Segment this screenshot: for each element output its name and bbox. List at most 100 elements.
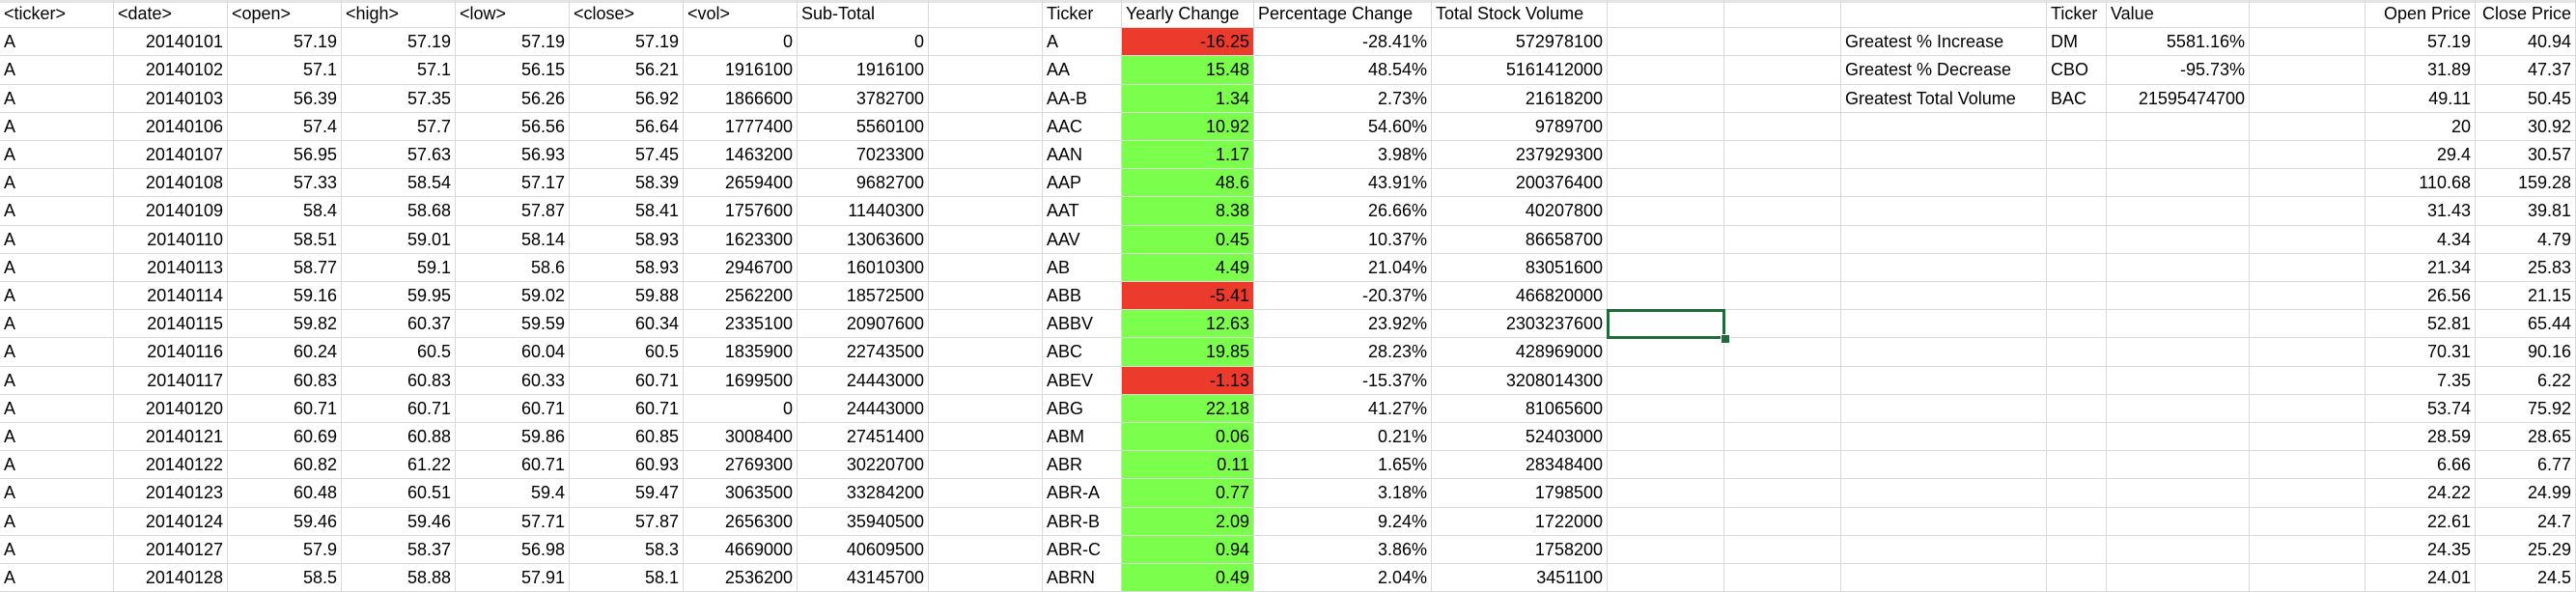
data-cell[interactable]: 58.41 bbox=[570, 197, 684, 226]
data-cell[interactable]: 1777400 bbox=[684, 112, 798, 141]
data-cell[interactable]: 58.3 bbox=[570, 535, 684, 564]
data-cell[interactable]: 0 bbox=[798, 28, 929, 57]
data-cell[interactable]: 58.88 bbox=[342, 564, 456, 592]
empty-cell[interactable] bbox=[2107, 169, 2250, 198]
greatest-value[interactable]: 5581.16% bbox=[2107, 28, 2250, 57]
greatest-label[interactable]: Greatest Total Volume bbox=[1841, 84, 2047, 113]
data-cell[interactable]: 57.19 bbox=[228, 28, 342, 57]
data-cell[interactable]: 24443000 bbox=[798, 366, 929, 395]
summary-cell[interactable]: AB bbox=[1043, 253, 1122, 282]
empty-cell[interactable] bbox=[1724, 451, 1841, 480]
yearly-change-cell[interactable]: -1.13 bbox=[1122, 366, 1254, 395]
yearly-change-cell[interactable]: 48.6 bbox=[1122, 169, 1254, 198]
data-cell[interactable]: 57.1 bbox=[342, 56, 456, 85]
summary-cell[interactable]: 200376400 bbox=[1432, 169, 1608, 198]
data-cell[interactable]: 2536200 bbox=[684, 564, 798, 592]
data-cell[interactable]: 57.4 bbox=[228, 112, 342, 141]
empty-cell[interactable] bbox=[2107, 507, 2250, 536]
yearly-change-cell[interactable]: 0.94 bbox=[1122, 535, 1254, 564]
data-cell[interactable]: 57.63 bbox=[342, 141, 456, 170]
summary-cell[interactable]: ABBV bbox=[1043, 310, 1122, 339]
price-cell[interactable]: 75.92 bbox=[2476, 394, 2576, 423]
summary-cell[interactable]: 2303237600 bbox=[1432, 310, 1608, 339]
empty-cell[interactable] bbox=[2107, 310, 2250, 339]
price-cell[interactable]: 47.37 bbox=[2476, 56, 2576, 85]
data-cell[interactable]: 20140109 bbox=[114, 197, 228, 226]
price-cell[interactable]: 40.94 bbox=[2476, 28, 2576, 57]
empty-cell[interactable] bbox=[1608, 564, 1724, 592]
empty-cell[interactable] bbox=[929, 310, 1043, 339]
empty-cell[interactable] bbox=[1608, 338, 1724, 367]
yearly-change-cell[interactable]: 10.92 bbox=[1122, 112, 1254, 141]
summary-cell[interactable]: 572978100 bbox=[1432, 28, 1608, 57]
summary-cell[interactable]: AAV bbox=[1043, 225, 1122, 254]
price-cell[interactable]: 4.79 bbox=[2476, 225, 2576, 254]
empty-cell[interactable] bbox=[929, 112, 1043, 141]
data-cell[interactable]: 60.71 bbox=[228, 394, 342, 423]
data-cell[interactable]: 13063600 bbox=[798, 225, 929, 254]
price-cell[interactable]: 25.83 bbox=[2476, 253, 2576, 282]
empty-cell[interactable] bbox=[1841, 394, 2047, 423]
summary-cell[interactable]: 21.04% bbox=[1254, 253, 1432, 282]
data-cell[interactable]: 20140114 bbox=[114, 282, 228, 311]
greatest-label[interactable]: Greatest % Increase bbox=[1841, 28, 2047, 57]
data-cell[interactable]: 58.5 bbox=[228, 564, 342, 592]
data-cell[interactable]: 56.92 bbox=[570, 84, 684, 113]
data-cell[interactable]: 60.5 bbox=[570, 338, 684, 367]
empty-cell[interactable] bbox=[929, 394, 1043, 423]
empty-cell[interactable] bbox=[929, 338, 1043, 367]
summary-cell[interactable]: 1798500 bbox=[1432, 479, 1608, 508]
empty-cell[interactable] bbox=[1724, 394, 1841, 423]
empty-cell[interactable] bbox=[1608, 197, 1724, 226]
empty-cell[interactable] bbox=[1841, 0, 2047, 29]
empty-cell[interactable] bbox=[1608, 0, 1724, 29]
price-cell[interactable]: 110.68 bbox=[2366, 169, 2476, 198]
data-cell[interactable]: 33284200 bbox=[798, 479, 929, 508]
data-cell[interactable]: A bbox=[0, 366, 114, 395]
summary-cell[interactable]: 21618200 bbox=[1432, 84, 1608, 113]
data-cell[interactable]: 59.02 bbox=[456, 282, 570, 311]
price-cell[interactable]: 24.01 bbox=[2366, 564, 2476, 592]
empty-cell[interactable] bbox=[1724, 169, 1841, 198]
summary-cell[interactable]: ABB bbox=[1043, 282, 1122, 311]
data-cell[interactable]: 35940500 bbox=[798, 507, 929, 536]
data-cell[interactable]: 20140102 bbox=[114, 56, 228, 85]
yearly-change-cell[interactable]: 0.11 bbox=[1122, 451, 1254, 480]
data-cell[interactable]: 20140116 bbox=[114, 338, 228, 367]
empty-cell[interactable] bbox=[2250, 169, 2366, 198]
price-cell[interactable]: 28.59 bbox=[2366, 423, 2476, 452]
summary-cell[interactable]: -20.37% bbox=[1254, 282, 1432, 311]
price-cell[interactable]: 24.5 bbox=[2476, 564, 2576, 592]
data-cell[interactable]: 60.71 bbox=[456, 394, 570, 423]
summary-cell[interactable]: 0.21% bbox=[1254, 423, 1432, 452]
yearly-change-cell[interactable]: 2.09 bbox=[1122, 507, 1254, 536]
data-cell[interactable]: 59.16 bbox=[228, 282, 342, 311]
price-cell[interactable]: 70.31 bbox=[2366, 338, 2476, 367]
empty-cell[interactable] bbox=[1841, 366, 2047, 395]
data-cell[interactable]: 20140124 bbox=[114, 507, 228, 536]
data-cell[interactable]: 27451400 bbox=[798, 423, 929, 452]
data-cell[interactable]: 59.86 bbox=[456, 423, 570, 452]
price-cell[interactable]: 52.81 bbox=[2366, 310, 2476, 339]
empty-cell[interactable] bbox=[929, 197, 1043, 226]
price-cell[interactable]: 31.89 bbox=[2366, 56, 2476, 85]
data-cell[interactable]: 60.71 bbox=[342, 394, 456, 423]
price-cell[interactable]: 29.4 bbox=[2366, 141, 2476, 170]
data-cell[interactable]: 11440300 bbox=[798, 197, 929, 226]
data-cell[interactable]: 59.47 bbox=[570, 479, 684, 508]
empty-cell[interactable] bbox=[1608, 479, 1724, 508]
empty-cell[interactable] bbox=[1841, 253, 2047, 282]
empty-cell[interactable] bbox=[1608, 141, 1724, 170]
empty-cell[interactable] bbox=[2250, 394, 2366, 423]
data-cell[interactable]: 20140110 bbox=[114, 225, 228, 254]
price-cell[interactable]: 24.35 bbox=[2366, 535, 2476, 564]
data-cell[interactable]: A bbox=[0, 535, 114, 564]
data-cell[interactable]: 56.98 bbox=[456, 535, 570, 564]
summary-cell[interactable]: ABG bbox=[1043, 394, 1122, 423]
data-cell[interactable]: 2769300 bbox=[684, 451, 798, 480]
data-cell[interactable]: 20140108 bbox=[114, 169, 228, 198]
data-cell[interactable]: 5560100 bbox=[798, 112, 929, 141]
yearly-change-cell[interactable]: -16.25 bbox=[1122, 28, 1254, 57]
greatest-value[interactable]: 21595474700 bbox=[2107, 84, 2250, 113]
empty-cell[interactable] bbox=[1841, 141, 2047, 170]
